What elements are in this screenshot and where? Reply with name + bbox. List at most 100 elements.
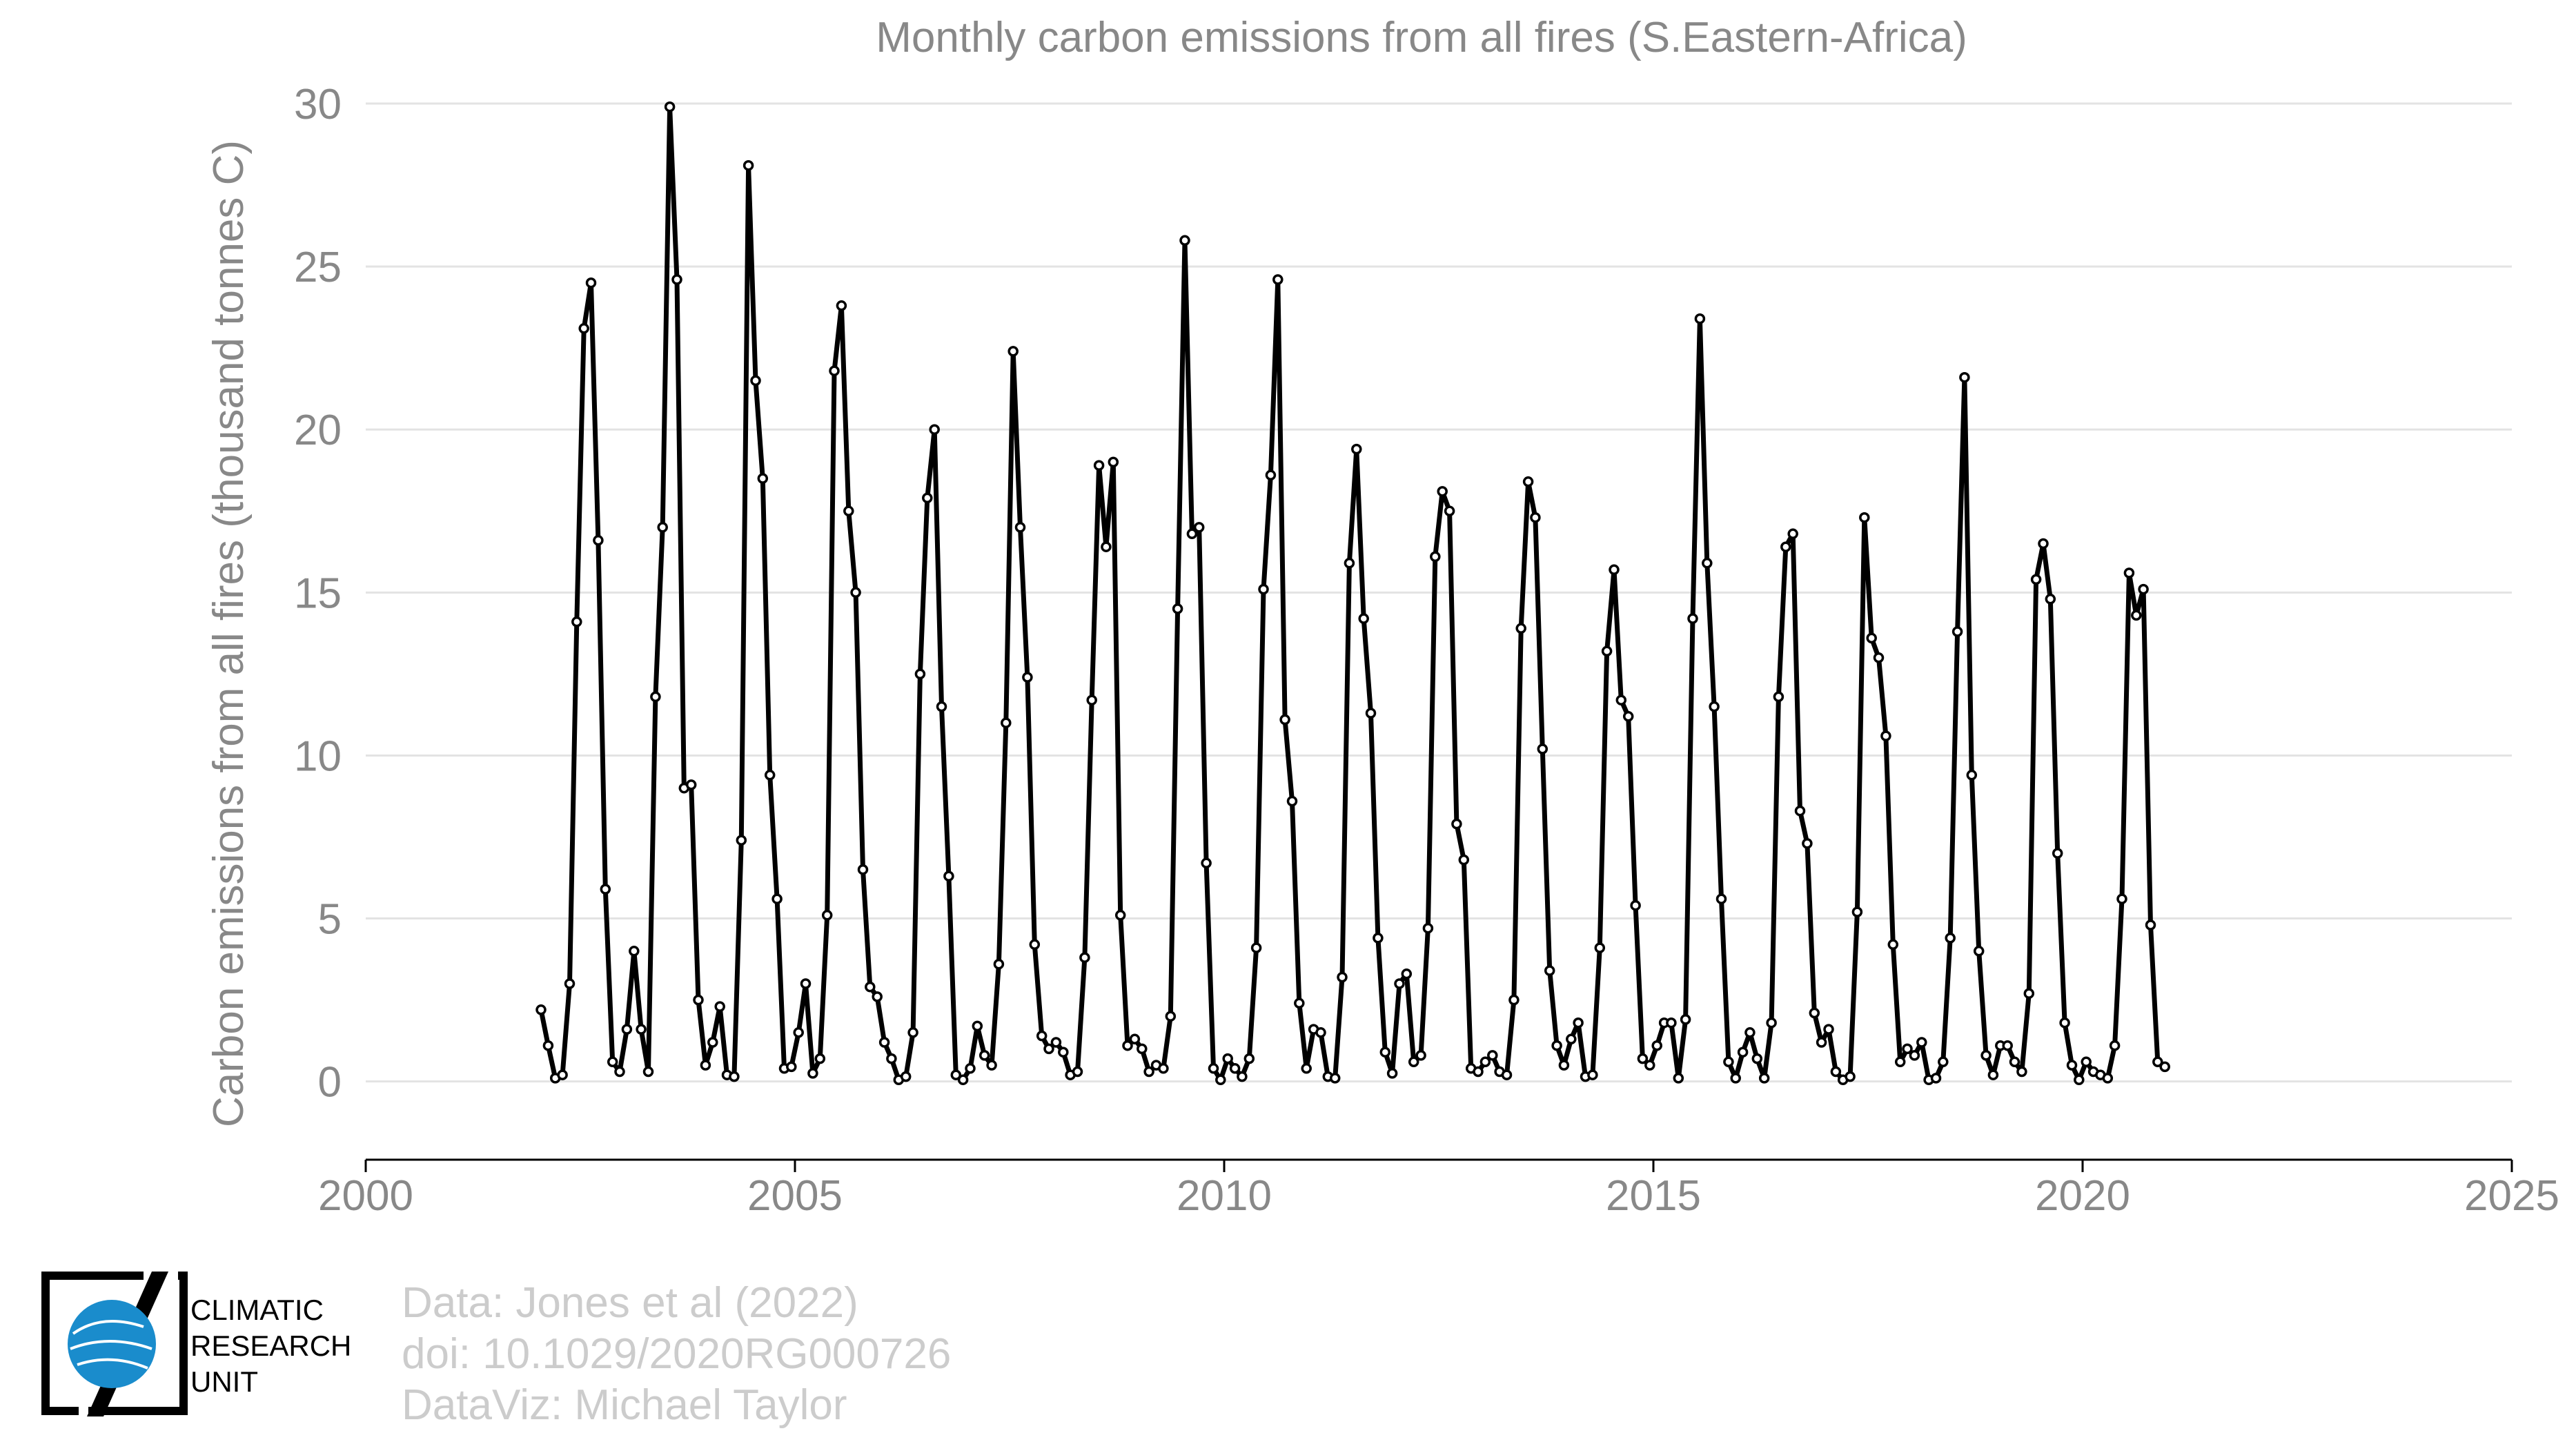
data-point: [1408, 1056, 1419, 1068]
data-point: [807, 1068, 818, 1079]
data-point: [2052, 848, 2063, 859]
data-point: [850, 587, 861, 598]
data-point: [914, 668, 926, 680]
data-point: [1129, 1033, 1141, 1045]
data-point: [1680, 1014, 1691, 1025]
data-point: [836, 300, 847, 311]
data-point: [1751, 1053, 1763, 1064]
data-point: [1072, 1066, 1083, 1078]
footer-dataviz: DataViz: Michael Taylor: [402, 1381, 847, 1429]
data-point: [1250, 942, 1262, 953]
data-point: [1622, 711, 1634, 722]
data-point: [1186, 528, 1198, 540]
data-point: [1179, 235, 1190, 246]
data-point: [1386, 1068, 1398, 1079]
data-point: [1845, 1071, 1856, 1082]
data-point: [2038, 538, 2049, 549]
data-point: [2159, 1061, 2170, 1073]
data-point: [1687, 613, 1698, 624]
data-point: [2081, 1056, 2092, 1068]
data-point: [965, 1063, 976, 1074]
data-point: [1715, 893, 1727, 904]
data-point: [814, 1053, 826, 1064]
logo-bracket-right: [88, 1272, 188, 1415]
data-point: [1108, 456, 1119, 468]
data-point: [993, 958, 1005, 970]
data-point: [2002, 1040, 2013, 1051]
data-point: [1337, 971, 1348, 983]
data-point: [578, 323, 589, 334]
data-point: [872, 991, 883, 1002]
data-point: [800, 978, 812, 989]
data-point: [729, 1071, 740, 1082]
data-point: [886, 1053, 897, 1064]
data-point: [1043, 1043, 1054, 1055]
data-point: [1894, 1056, 1906, 1068]
data-point: [593, 535, 604, 546]
data-point: [1866, 632, 1877, 644]
data-point: [2109, 1040, 2121, 1051]
data-point: [957, 1074, 969, 1086]
data-point: [1058, 1046, 1069, 1058]
data-point: [1773, 691, 1784, 703]
y-tick-label: 15: [294, 569, 342, 617]
data-point: [693, 994, 704, 1006]
data-point: [1401, 968, 1413, 980]
data-point: [585, 277, 597, 289]
data-point: [642, 1066, 654, 1078]
data-point: [1930, 1073, 1942, 1084]
data-point: [929, 424, 940, 435]
data-point: [636, 1024, 647, 1035]
x-tick-label: 2005: [747, 1172, 843, 1220]
data-point: [1114, 910, 1126, 921]
data-point: [786, 1061, 797, 1073]
data-point: [1272, 274, 1284, 285]
data-point: [900, 1071, 912, 1082]
data-point: [1702, 558, 1713, 569]
footer-doi: doi: 10.1029/2020RG000726: [402, 1330, 952, 1378]
data-point: [707, 1037, 718, 1048]
data-point: [1830, 1066, 1842, 1078]
data-point: [1208, 1063, 1219, 1074]
data-point: [2009, 1056, 2021, 1068]
grid-lines: [366, 102, 2512, 1083]
data-point: [1916, 1037, 1927, 1048]
data-point: [757, 473, 769, 484]
data-point: [1758, 1073, 1770, 1084]
globe-swirl: [70, 1320, 153, 1370]
data-point: [1001, 717, 1012, 728]
data-point: [1294, 997, 1305, 1009]
y-tick-label: 0: [318, 1059, 342, 1107]
data-point: [685, 779, 697, 790]
y-tick-labels: 0 5 10 15 20 25 30: [294, 81, 342, 1107]
data-point: [1501, 1069, 1513, 1080]
data-point: [1794, 805, 1806, 817]
data-point: [1422, 922, 1434, 934]
data-point: [1430, 551, 1441, 563]
data-point: [1973, 946, 1985, 957]
data-point: [1594, 942, 1606, 953]
data-point: [1265, 469, 1277, 481]
data-point: [1887, 939, 1899, 951]
data-point: [1022, 672, 1033, 683]
data-point: [1980, 1050, 1992, 1061]
data-point: [1415, 1050, 1426, 1061]
data-point: [1437, 486, 1448, 497]
data-point: [1050, 1037, 1062, 1048]
data-point: [1079, 952, 1090, 963]
data-point: [1237, 1071, 1248, 1082]
data-point: [943, 870, 954, 882]
data-point: [1508, 994, 1520, 1006]
data-point: [2123, 567, 2135, 578]
data-point: [700, 1060, 711, 1071]
data-point: [878, 1037, 890, 1048]
data-point: [1630, 899, 1641, 911]
data-point: [657, 522, 668, 533]
data-point: [1530, 512, 1541, 523]
data-point: [1101, 541, 1112, 552]
data-point: [650, 691, 661, 703]
data-point: [2102, 1073, 2114, 1084]
data-point: [1344, 558, 1355, 569]
data-point: [1201, 857, 1212, 869]
data-point: [1215, 1074, 1226, 1086]
